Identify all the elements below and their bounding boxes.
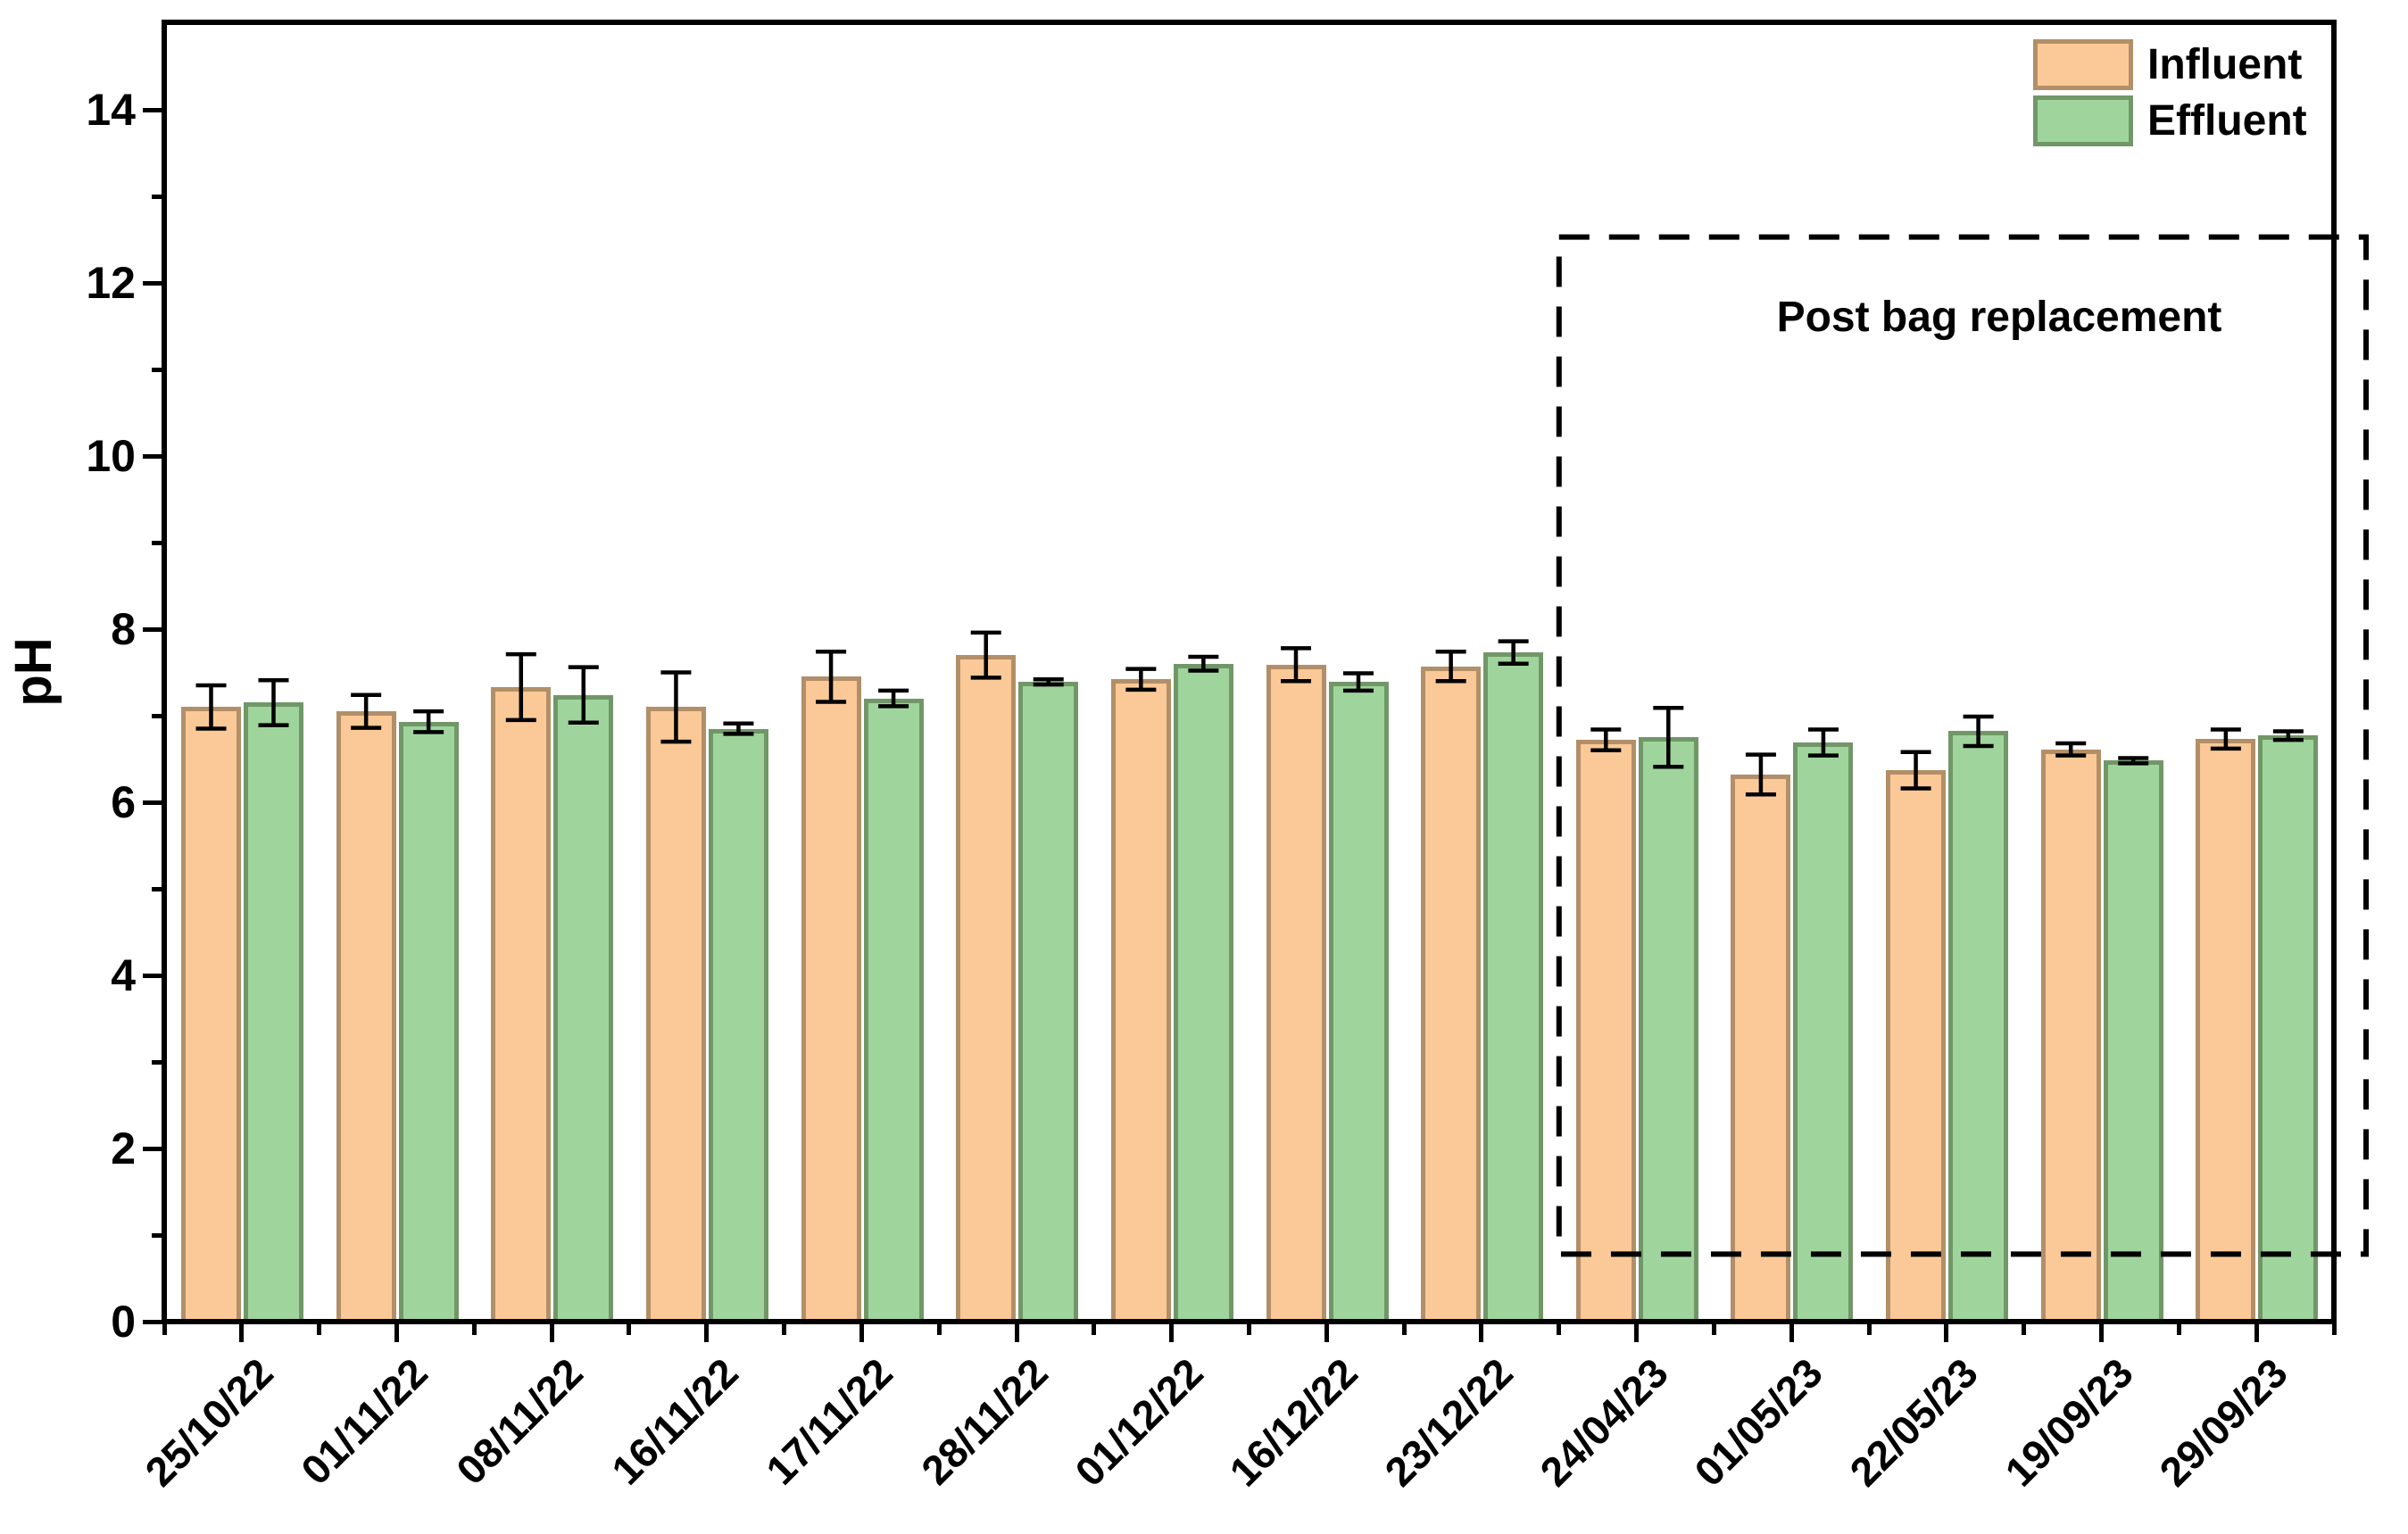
- legend-swatch-effluent: [2033, 95, 2133, 146]
- post-bag-replacement-box: [1556, 234, 2370, 1257]
- post-bag-replacement-label: Post bag replacement: [1776, 294, 2222, 341]
- legend-swatch-influent: [2033, 39, 2133, 90]
- legend-label-influent: Influent: [2147, 41, 2303, 88]
- plot-frame: [162, 20, 2337, 1324]
- y-axis-title: pH: [4, 637, 62, 707]
- legend-label-effluent: Effluent: [2147, 97, 2307, 145]
